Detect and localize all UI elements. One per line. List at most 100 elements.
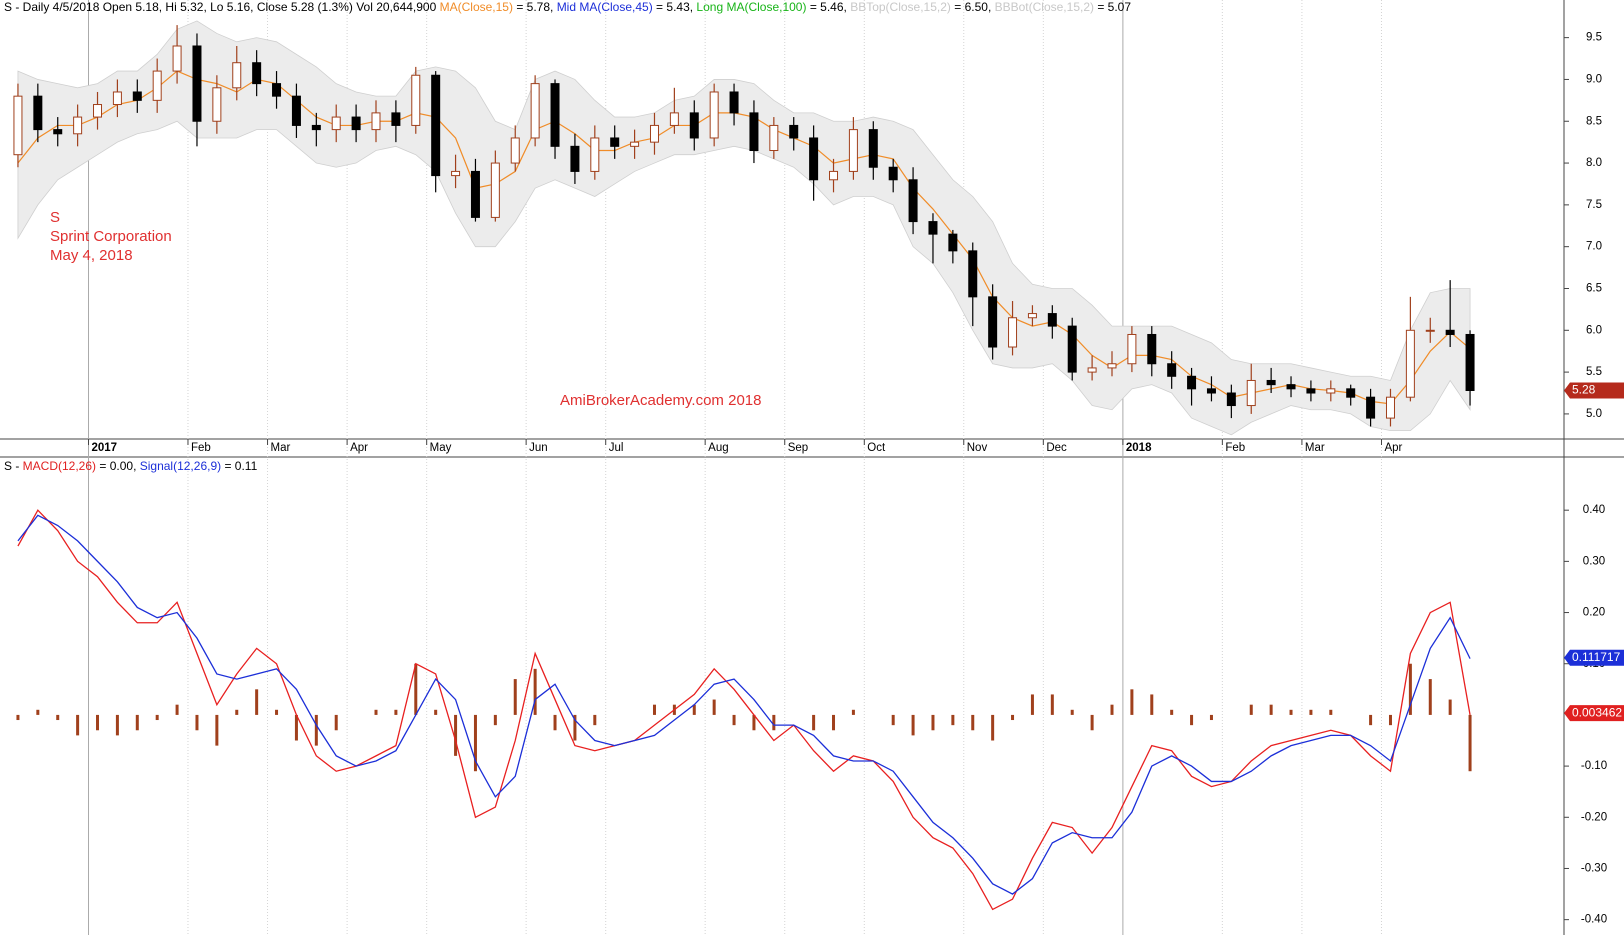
candle-body	[411, 74, 421, 126]
header-part: MA(Close,15)	[440, 0, 513, 14]
histogram-bar	[573, 714, 577, 741]
candle-body	[1326, 388, 1336, 394]
histogram-bar	[1030, 694, 1034, 715]
candle-body	[1027, 313, 1037, 319]
y-tick-label: -0.40	[1581, 914, 1607, 926]
candle-body	[93, 104, 103, 118]
candle-body	[371, 112, 381, 131]
candle-body	[988, 296, 998, 348]
candle-body	[1266, 379, 1276, 386]
candle-body	[848, 129, 858, 172]
candle-body	[888, 166, 898, 181]
candle-body	[1107, 363, 1117, 369]
histogram-bar	[1070, 709, 1074, 715]
histogram-bar	[1408, 663, 1412, 715]
header-part: = 5.46,	[806, 0, 850, 14]
watermark: AmiBrokerAcademy.com 2018	[560, 392, 761, 409]
candle-body	[550, 83, 560, 147]
candle-body	[490, 162, 500, 218]
candle-body	[470, 170, 480, 218]
y-tick-label: -0.20	[1581, 811, 1607, 823]
histogram-bar	[772, 714, 776, 731]
candle-body	[928, 221, 938, 235]
candle-body	[729, 91, 739, 114]
header-part: = 0.00,	[96, 459, 140, 473]
histogram-bar	[891, 714, 895, 726]
histogram-bar	[76, 714, 80, 736]
histogram-bar	[493, 714, 497, 726]
x-tick-label: Apr	[350, 442, 368, 454]
header-part: Signal(12,26,9)	[140, 459, 221, 473]
header-part: S -	[4, 459, 23, 473]
header-part: = 5.07	[1094, 0, 1131, 14]
x-tick-label: Nov	[967, 442, 988, 454]
y-tick-label: -0.30	[1581, 862, 1607, 874]
y-tick-label: -0.10	[1581, 760, 1607, 772]
header-part: = 5.78,	[513, 0, 557, 14]
candle-body	[1366, 396, 1376, 419]
histogram-bar	[553, 714, 557, 731]
value-tag	[1564, 705, 1624, 722]
histogram-bar	[593, 714, 597, 726]
value-tag	[1564, 649, 1624, 666]
candle-body	[1385, 396, 1395, 419]
candle-body	[630, 141, 640, 147]
histogram-bar	[414, 663, 418, 715]
candle-body	[252, 62, 262, 85]
panel-header: S - MACD(12,26) = 0.00, Signal(12,26,9) …	[4, 459, 258, 473]
candle-body	[829, 170, 839, 181]
histogram-bar	[732, 714, 736, 726]
histogram-bar	[1329, 709, 1333, 715]
x-tick-label: Jul	[609, 442, 624, 454]
y-tick-label: 8.5	[1586, 115, 1602, 127]
histogram-bar	[294, 714, 298, 741]
candle-body	[1187, 375, 1197, 390]
candle-body	[749, 112, 759, 152]
candle-body	[451, 170, 461, 177]
candle-body	[769, 124, 779, 152]
y-tick-label: 9.0	[1586, 73, 1602, 85]
histogram-bar	[155, 714, 159, 721]
histogram-bar	[275, 709, 279, 715]
histogram-bar	[752, 714, 756, 731]
x-tick-label: 2017	[92, 442, 118, 454]
candle-body	[1147, 333, 1157, 365]
histogram-bar	[1130, 689, 1134, 715]
y-tick-label: 5.0	[1586, 408, 1602, 420]
candle-body	[1226, 392, 1236, 407]
x-tick-label: Dec	[1046, 442, 1067, 454]
histogram-bar	[334, 714, 338, 731]
histogram-bar	[1289, 709, 1293, 715]
histogram-bar	[1190, 714, 1194, 726]
histogram-bar	[911, 714, 915, 736]
x-tick-label: Mar	[271, 442, 291, 454]
histogram-bar	[1388, 714, 1392, 726]
histogram-bar	[374, 709, 378, 715]
header-part: = 5.43,	[653, 0, 697, 14]
histogram-bar	[1269, 704, 1273, 715]
histogram-bar	[16, 714, 20, 721]
candle-body	[192, 45, 202, 122]
candle-body	[53, 129, 63, 135]
histogram-bar	[1468, 714, 1472, 772]
candle-body	[1425, 329, 1435, 332]
header-part: Long MA(Close,100)	[696, 0, 806, 14]
candle-body	[1445, 329, 1455, 335]
histogram-bar	[1011, 714, 1015, 721]
candle-body	[590, 137, 600, 172]
candle-body	[112, 91, 122, 106]
candle-body	[1405, 329, 1415, 398]
histogram-bar	[812, 714, 816, 731]
x-tick-label: Feb	[191, 442, 211, 454]
series-line	[17, 514, 1471, 895]
x-tick-label: Apr	[1384, 442, 1402, 454]
histogram-bar	[195, 714, 199, 731]
x-tick-label: Sep	[788, 442, 808, 454]
candle-body	[311, 124, 321, 131]
histogram-bar	[851, 709, 855, 715]
candle-body	[1346, 388, 1356, 398]
histogram-bar	[473, 714, 477, 772]
x-tick-label: May	[430, 442, 452, 454]
histogram-bar	[1050, 694, 1054, 715]
histogram-bar	[96, 714, 100, 731]
